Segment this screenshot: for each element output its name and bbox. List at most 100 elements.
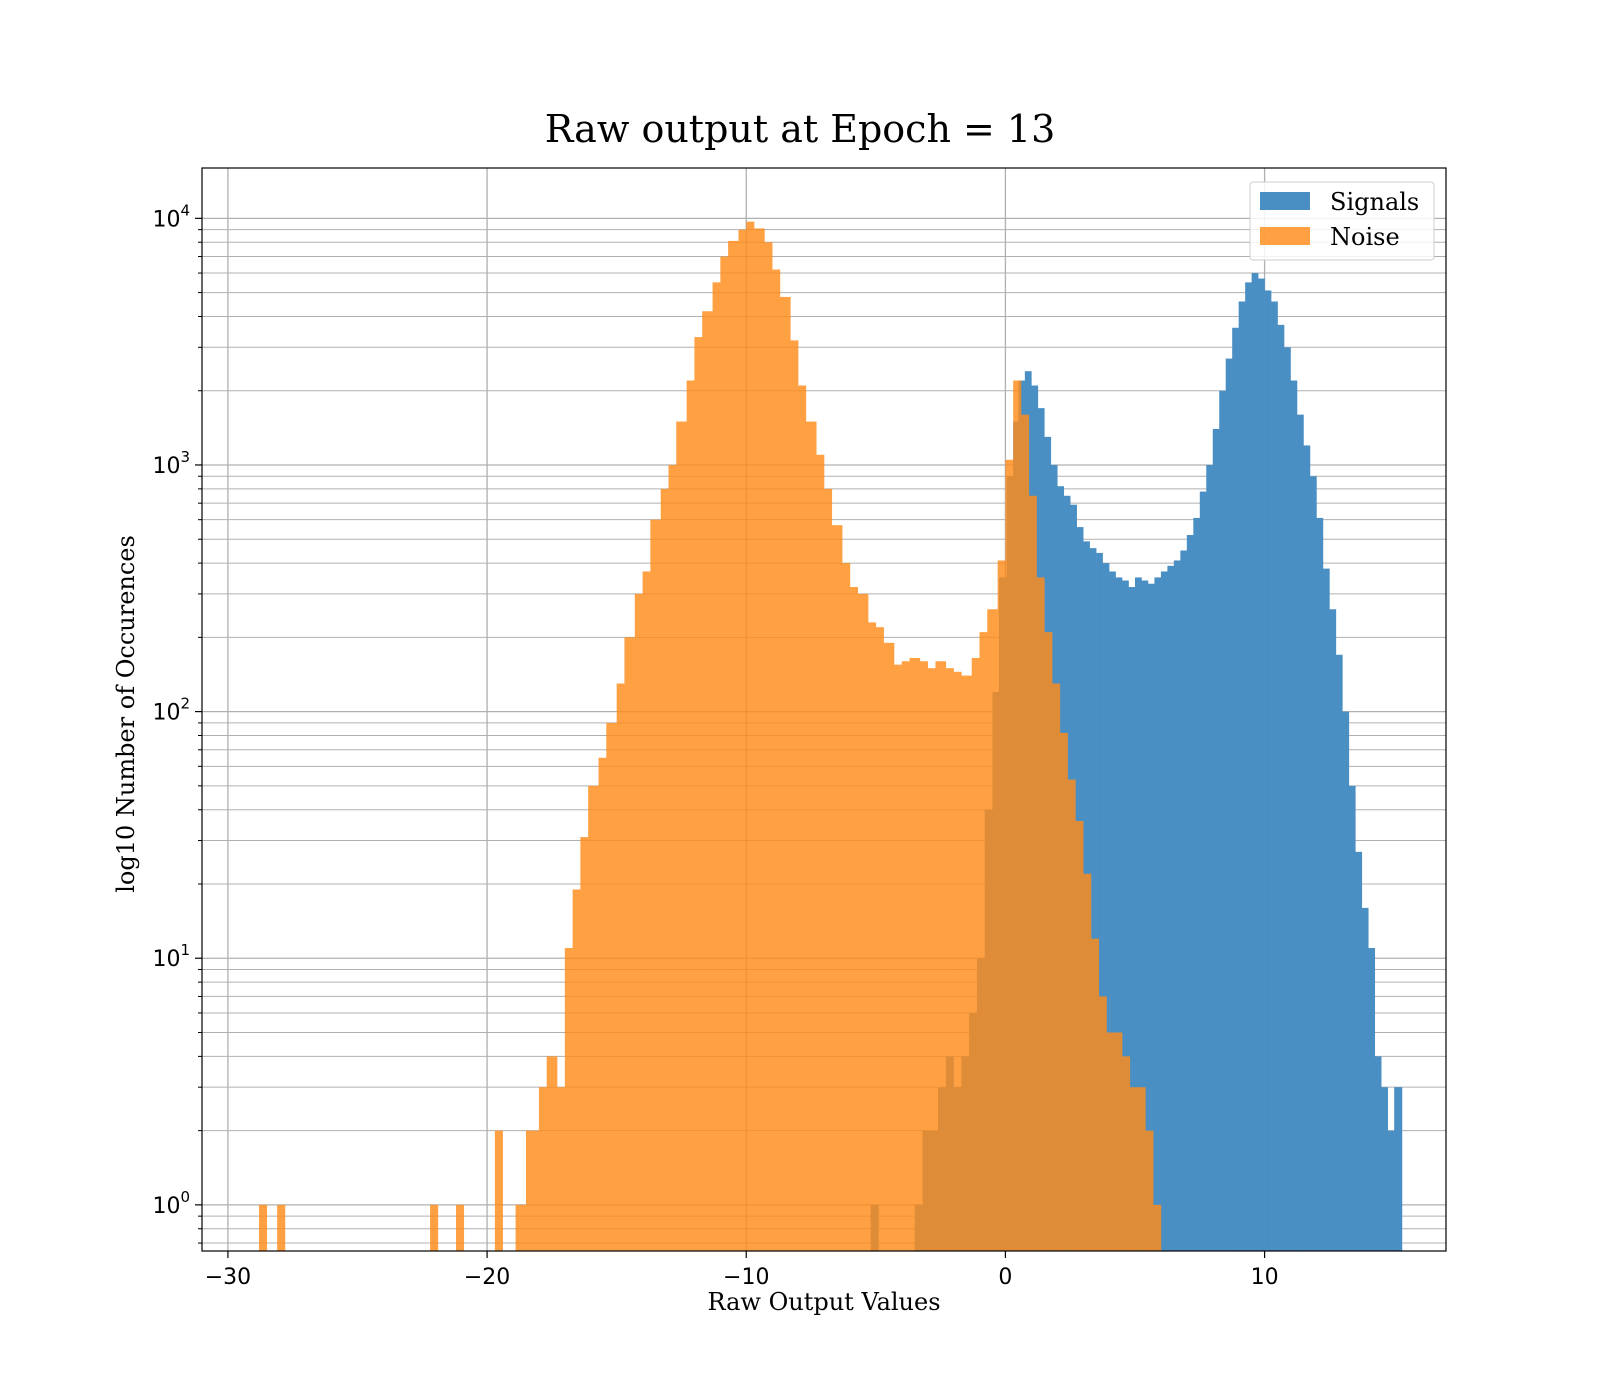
- histogram-bar: [1186, 535, 1194, 1251]
- y-axis-label: log10 Number of Occurences: [112, 535, 140, 893]
- histogram-bar: [971, 657, 980, 1251]
- histogram-bar: [816, 454, 825, 1251]
- histogram-bar: [1348, 785, 1356, 1251]
- histogram-bar: [1089, 548, 1097, 1251]
- histogram-bar: [728, 240, 739, 1251]
- histogram-bar: [259, 1204, 268, 1251]
- histogram-bar: [1322, 568, 1330, 1251]
- histogram-bar: [660, 488, 669, 1251]
- histogram-bar: [1106, 1032, 1115, 1251]
- x-tick-label: 0: [998, 1265, 1012, 1290]
- histogram-bar: [849, 587, 858, 1251]
- histogram-bar: [961, 675, 973, 1251]
- histogram-bar: [1167, 565, 1175, 1251]
- histogram-bar: [624, 637, 636, 1251]
- histogram-bar: [893, 664, 903, 1251]
- histogram-bar: [1212, 428, 1220, 1251]
- histogram-bar: [1096, 552, 1103, 1251]
- histogram-bar: [546, 1056, 558, 1251]
- histogram-bar: [1154, 577, 1162, 1251]
- histogram-bar: [1128, 587, 1136, 1251]
- histogram-bar: [564, 948, 573, 1251]
- histogram-bar: [642, 571, 651, 1251]
- histogram-bar: [824, 488, 833, 1251]
- histogram-bar: [1160, 571, 1168, 1251]
- histogram-bar: [1098, 996, 1107, 1251]
- histogram-bar: [935, 661, 947, 1251]
- histogram-bar: [909, 657, 921, 1251]
- histogram-bar: [1258, 278, 1265, 1251]
- histogram-bar: [1342, 711, 1350, 1251]
- histogram-bar: [676, 421, 687, 1251]
- histogram-bar: [494, 1130, 503, 1251]
- histogram-bar: [1296, 414, 1304, 1251]
- histogram-bar: [779, 296, 791, 1252]
- histogram-bar: [1180, 550, 1188, 1251]
- histogram-bar: [1206, 464, 1214, 1252]
- histogram-bar: [525, 1130, 540, 1251]
- histogram-bar: [979, 632, 988, 1251]
- histogram-bar: [754, 228, 765, 1251]
- plot-frame: [201, 167, 1447, 1252]
- histogram-bar: [1137, 1087, 1146, 1251]
- histogram-bar: [616, 683, 625, 1251]
- histogram-bar: [572, 889, 581, 1251]
- histogram-bar: [831, 525, 843, 1251]
- histogram-bar: [987, 609, 998, 1251]
- histogram-bar: [842, 563, 851, 1251]
- x-tick-label: −30: [205, 1265, 251, 1290]
- histogram-bar: [1251, 273, 1259, 1251]
- histogram-bar: [738, 229, 747, 1252]
- histogram-bar: [455, 1204, 465, 1251]
- histogram-bar: [764, 242, 773, 1251]
- histogram-bar: [875, 627, 884, 1251]
- histogram-bar: [1303, 445, 1311, 1251]
- histogram-bar: [1020, 414, 1030, 1251]
- histogram-bar: [772, 269, 781, 1251]
- histogram-bar: [606, 722, 617, 1251]
- histogram-bar: [1102, 563, 1110, 1251]
- histogram-bar: [1147, 583, 1155, 1251]
- histogram-bar: [1355, 851, 1363, 1251]
- x-tick-label: −10: [723, 1265, 769, 1290]
- histogram-bar: [720, 256, 729, 1252]
- histogram-bar: [746, 221, 755, 1251]
- histogram-bar: [430, 1204, 439, 1251]
- histogram-bar: [1028, 495, 1037, 1251]
- histogram-bar: [1109, 571, 1116, 1251]
- histogram-bar: [1245, 282, 1252, 1251]
- histogram-bar: [1271, 301, 1278, 1251]
- histogram-bar: [1005, 459, 1014, 1251]
- histogram-bar: [1083, 873, 1092, 1251]
- histogram-bar: [1122, 580, 1129, 1251]
- histogram-bar: [686, 380, 695, 1251]
- y-tick-label: 102: [152, 695, 190, 726]
- x-tick-label: 10: [1251, 1265, 1279, 1290]
- histogram-bar: [1141, 580, 1149, 1251]
- y-tick-label: 103: [152, 448, 190, 479]
- histogram-bar: [805, 421, 817, 1251]
- histogram-bar: [694, 337, 703, 1251]
- histogram-bar: [1368, 948, 1376, 1251]
- histogram-bar: [1316, 517, 1324, 1251]
- histogram-bar: [798, 385, 807, 1251]
- histogram-bar: [712, 282, 721, 1251]
- histogram-bar: [1075, 821, 1084, 1251]
- histogram-bar: [580, 837, 589, 1251]
- histogram-bar: [538, 1087, 547, 1251]
- histogram-bar: [1361, 907, 1369, 1251]
- histogram-bar: [1153, 1204, 1162, 1251]
- legend-swatch-noise: [1260, 227, 1310, 245]
- legend-label-noise: Noise: [1330, 223, 1400, 251]
- histogram-bar: [1090, 938, 1100, 1251]
- histogram-bar: [1219, 390, 1227, 1251]
- histogram-bar: [1387, 1130, 1395, 1251]
- histogram-bar: [1114, 1032, 1123, 1251]
- histogram-bar: [1232, 327, 1239, 1251]
- histogram-bar: [1135, 577, 1142, 1251]
- histogram-bar: [857, 593, 869, 1251]
- histogram-bar: [557, 1087, 566, 1251]
- bars-layer: [259, 221, 1403, 1252]
- series-noise: [259, 221, 1162, 1252]
- histogram-bar: [668, 464, 677, 1252]
